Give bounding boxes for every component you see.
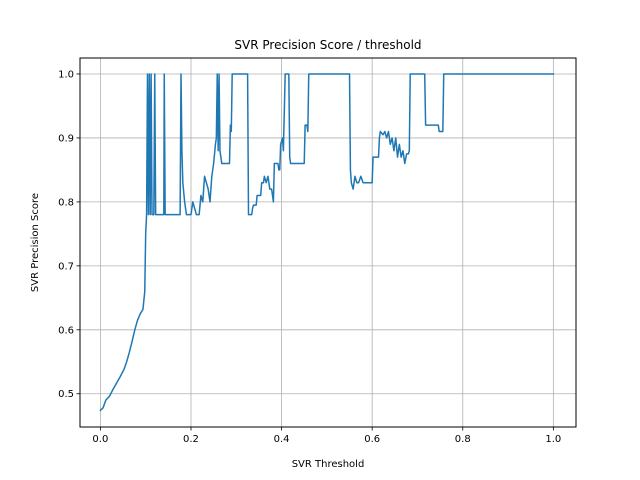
y-axis-label: SVR Precision Score — [30, 193, 41, 292]
x-tick-label: 0.6 — [364, 434, 380, 445]
chart-title: SVR Precision Score / threshold — [234, 38, 421, 52]
tick-marks — [76, 73, 554, 431]
x-tick-label: 0.2 — [183, 434, 199, 445]
y-tick-label: 0.9 — [58, 133, 74, 144]
x-tick-label: 0.4 — [274, 434, 290, 445]
y-tick-label: 0.8 — [58, 197, 74, 208]
grid — [80, 58, 576, 427]
x-tick-label: 0.8 — [455, 434, 471, 445]
axes-frame — [79, 57, 577, 428]
y-tick-label: 0.5 — [58, 389, 74, 400]
tick-labels: 0.0 0.2 0.4 0.6 0.8 1.0 0.5 0.6 0.7 0.8 0.9 1.0 — [58, 69, 561, 445]
y-tick-label: 1.0 — [58, 69, 74, 80]
y-tick-label: 0.7 — [58, 261, 74, 272]
series-layer — [99, 73, 555, 412]
x-tick-label: 0.0 — [92, 434, 108, 445]
x-axis-label: SVR Threshold — [292, 459, 365, 470]
precision-line — [99, 73, 555, 412]
x-tick-label: 1.0 — [545, 434, 561, 445]
y-tick-label: 0.6 — [58, 325, 74, 336]
